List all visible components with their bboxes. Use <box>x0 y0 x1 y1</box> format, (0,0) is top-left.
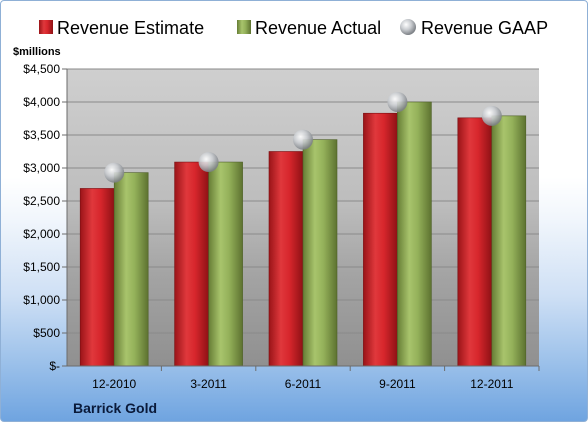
marker-revenue-gaap <box>293 129 313 150</box>
y-tick-label: $500 <box>33 326 60 340</box>
marker-revenue-gaap <box>198 152 219 173</box>
legend-swatch-estimate <box>39 20 53 34</box>
bar-revenue-estimate <box>457 117 493 367</box>
legend-marker-gaap <box>400 19 416 35</box>
bar-revenue-estimate <box>174 161 209 367</box>
marker-revenue-gaap <box>481 105 502 126</box>
legend-label-actual: Revenue Actual <box>255 18 381 38</box>
bar-revenue-estimate <box>268 151 304 367</box>
y-tick-label: $1,000 <box>23 293 60 307</box>
y-tick-label: $4,500 <box>23 62 60 76</box>
bar-revenue-actual <box>491 115 527 367</box>
legend-label-estimate: Revenue Estimate <box>57 18 204 38</box>
y-tick-label: $3,500 <box>23 128 60 142</box>
bar-revenue-actual <box>113 172 149 367</box>
bar-revenue-estimate <box>79 188 115 367</box>
gaap-markers <box>104 92 502 183</box>
bar-revenue-estimate <box>363 112 398 367</box>
bars <box>79 101 527 367</box>
y-tick-label: $2,000 <box>23 227 60 241</box>
x-tick-label: 12-2010 <box>92 377 136 391</box>
bar-revenue-actual <box>208 161 243 367</box>
x-tick-label: 9-2011 <box>379 377 416 391</box>
legend: Revenue Estimate Revenue Actual Revenue … <box>39 18 548 38</box>
y-tick-label: $- <box>49 359 60 373</box>
y-tick-label: $2,500 <box>23 194 60 208</box>
legend-label-gaap: Revenue GAAP <box>421 18 548 38</box>
bar-revenue-actual <box>302 139 338 367</box>
y-tick-label: $4,000 <box>23 95 60 109</box>
marker-revenue-gaap <box>104 162 125 183</box>
bar-revenue-actual <box>397 101 432 367</box>
marker-revenue-gaap <box>387 92 408 112</box>
legend-swatch-actual <box>237 20 251 34</box>
y-tick-label: $1,500 <box>23 260 60 274</box>
x-tick-label: 12-2011 <box>470 377 513 391</box>
y-axis-unit-label: $millions <box>13 46 61 58</box>
company-name: Barrick Gold <box>73 400 157 416</box>
x-tick-label: 3-2011 <box>190 377 227 391</box>
y-tick-label: $3,000 <box>23 161 60 175</box>
x-tick-label: 6-2011 <box>285 377 322 391</box>
y-axis: $- $500 $1,000 $1,500 $2,000 $2,500 $3,000 $3,5… <box>23 62 68 373</box>
x-axis: 12-2010 3-2011 6-2011 9-2011 12-2011 <box>67 365 540 391</box>
